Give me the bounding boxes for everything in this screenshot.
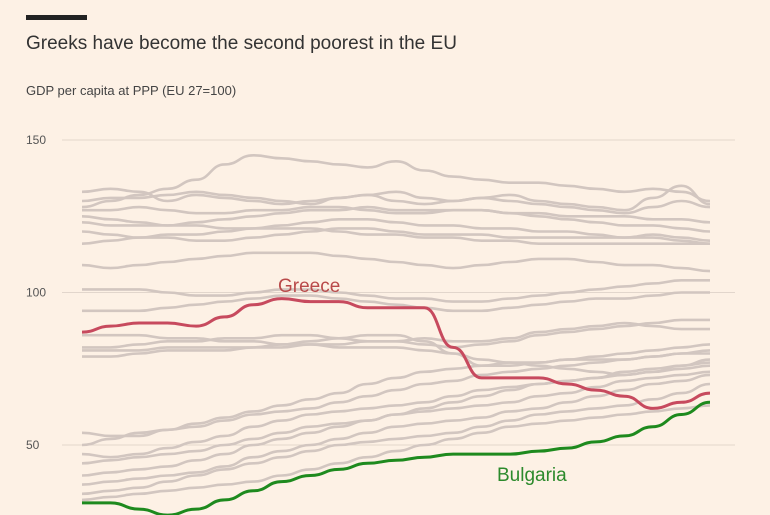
country-line-4 [82, 205, 711, 233]
country-line-9 [81, 251, 711, 273]
bulgaria-label: Bulgaria [497, 465, 567, 486]
country-line-23 [81, 404, 711, 502]
country-line-20 [81, 370, 711, 477]
country-line-10 [82, 278, 710, 303]
y-tick-label: 50 [26, 438, 40, 452]
country-line-7 [81, 227, 711, 242]
country-line-13 [81, 321, 710, 358]
country-line-5 [81, 215, 711, 245]
country-line-11 [82, 291, 710, 313]
country-line-16 [81, 343, 711, 438]
country-line-2 [81, 184, 711, 212]
country-line-8 [81, 227, 710, 245]
chart-title: Greeks have become the second poorest in… [26, 33, 457, 54]
bulgaria-line [81, 400, 711, 515]
greece-line [81, 297, 711, 410]
country-line-22 [81, 382, 711, 496]
country-line-17 [81, 349, 711, 447]
country-line-6 [81, 205, 711, 227]
ft-header-bar [26, 15, 87, 20]
country-line-21 [81, 373, 711, 486]
country-line-3 [81, 154, 711, 209]
country-line-14 [82, 333, 710, 368]
country-line-1 [81, 187, 711, 215]
highlighted-lines [81, 297, 711, 515]
y-tick-label: 150 [26, 133, 46, 147]
chart-subtitle: GDP per capita at PPP (EU 27=100) [26, 83, 237, 98]
greece-label: Greece [278, 276, 340, 297]
line-callouts: Greece Bulgaria [278, 276, 567, 486]
y-axis-ticks: 50 100 150 [26, 133, 46, 452]
y-tick-label: 100 [26, 286, 46, 300]
country-line-15 [82, 343, 711, 377]
other-country-lines [81, 154, 711, 502]
